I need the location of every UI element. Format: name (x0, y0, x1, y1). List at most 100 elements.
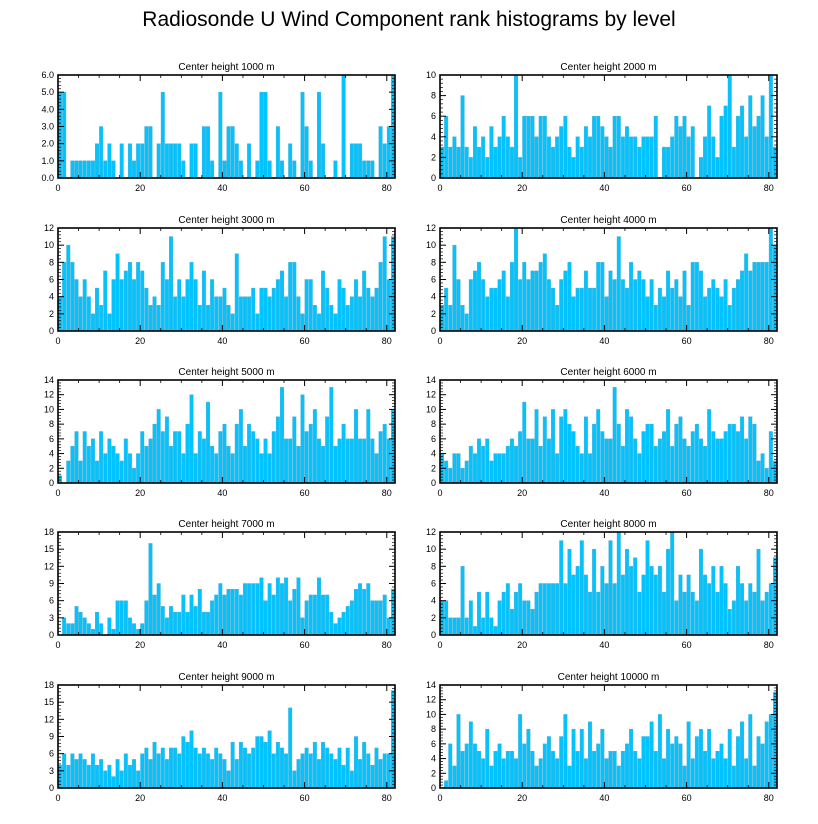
histogram-bar (243, 583, 247, 636)
histogram-bar (481, 136, 486, 179)
histogram-bar (719, 296, 724, 332)
histogram-bar (378, 126, 383, 179)
histogram-bar (600, 566, 605, 636)
histogram-bar (579, 146, 584, 179)
histogram-bar (641, 736, 646, 789)
histogram-bar (633, 751, 638, 789)
histogram-bar (604, 296, 609, 332)
histogram-panel-4: Center height 4000 m 0 20 40 60 80 0 2 4 6 8 10 12 (426, 215, 778, 346)
histogram-bar (374, 747, 379, 789)
histogram-bar (115, 759, 120, 789)
histogram-bar (575, 287, 580, 332)
histogram-bar (177, 279, 182, 332)
histogram-bar (197, 753, 202, 789)
histogram-bar (189, 394, 194, 484)
histogram-bar (312, 742, 317, 789)
histogram-bar (715, 438, 720, 484)
histogram-bar (144, 747, 149, 789)
histogram-bar (349, 600, 354, 636)
histogram-bar (567, 548, 572, 636)
histogram-bar (612, 115, 617, 179)
histogram-bar (390, 409, 395, 484)
histogram-bar (534, 270, 539, 332)
histogram-bar (699, 728, 703, 789)
histogram-bar (620, 446, 625, 484)
y-tick-label: 8 (49, 419, 54, 429)
y-tick-label: 0 (431, 478, 436, 488)
histogram-bar (317, 313, 321, 332)
histogram-bar (579, 540, 584, 636)
histogram-bar (456, 453, 461, 484)
histogram-bar (210, 279, 215, 332)
histogram-bar (674, 736, 679, 789)
histogram-bar (267, 160, 272, 179)
y-tick-label: 1.0 (41, 156, 54, 166)
histogram-bar (464, 743, 469, 789)
x-tick-label: 40 (599, 336, 609, 346)
histogram-bar (444, 287, 449, 332)
histogram-bar (111, 629, 116, 636)
histogram-bar (218, 91, 223, 179)
histogram-bar (456, 714, 461, 789)
histogram-bar (588, 721, 592, 789)
histogram-bar (259, 287, 264, 332)
panel-title: Center height 10000 m (558, 672, 660, 683)
histogram-bar (99, 305, 104, 332)
histogram-bar (304, 126, 309, 179)
histogram-bar (460, 566, 465, 636)
histogram-bar (567, 765, 572, 789)
histogram-bar (571, 574, 576, 636)
plot-frame (439, 379, 778, 484)
histogram-bar (756, 736, 761, 789)
panel-title: Center height 1000 m (178, 62, 274, 73)
histogram-bar (341, 287, 346, 332)
histogram-bar (119, 770, 124, 789)
histogram-bar (247, 583, 252, 636)
x-tick-label: 80 (382, 336, 392, 346)
histogram-bar (559, 540, 564, 636)
histogram-bar (238, 160, 243, 179)
histogram-bar (509, 751, 514, 789)
histogram-bar (756, 115, 761, 179)
histogram-bar (472, 453, 477, 484)
histogram-bar (579, 728, 584, 789)
histogram-bar (686, 305, 691, 332)
histogram-bar (390, 236, 395, 332)
histogram-bar (259, 453, 264, 484)
histogram-bar (206, 126, 210, 179)
histogram-bar (608, 540, 613, 636)
histogram-bar (600, 262, 605, 332)
histogram-bar (583, 270, 588, 332)
histogram-bar (148, 438, 153, 484)
x-tick-label: 20 (517, 183, 527, 193)
histogram-bar (308, 423, 313, 484)
histogram-bar (645, 296, 650, 332)
y-tick-label: 4 (49, 292, 54, 302)
histogram-bar (723, 105, 728, 179)
histogram-bar (214, 453, 219, 484)
histogram-bar (95, 143, 100, 179)
histogram-bar (349, 770, 354, 789)
histogram-bar (119, 143, 124, 179)
histogram-bar (497, 600, 502, 636)
histogram-bar (534, 409, 539, 484)
histogram-bar (575, 751, 580, 789)
histogram-bar (280, 747, 284, 789)
histogram-bar (378, 262, 383, 332)
histogram-bar (148, 759, 153, 789)
histogram-bar (90, 629, 95, 636)
y-tick-label: 2 (431, 152, 436, 162)
histogram-bar (649, 566, 654, 636)
histogram-bar (230, 313, 235, 332)
histogram-bar (86, 764, 91, 789)
histogram-bar (748, 95, 753, 179)
histogram-bar (312, 594, 317, 636)
histogram-bar (103, 453, 108, 484)
histogram-bar (678, 416, 683, 484)
histogram-bar (185, 279, 190, 332)
y-tick-label: 8 (431, 257, 436, 267)
y-tick-label: 9 (49, 732, 54, 742)
histogram-bar (317, 438, 321, 484)
histogram-bar (206, 753, 210, 789)
histogram-bar (596, 591, 601, 636)
